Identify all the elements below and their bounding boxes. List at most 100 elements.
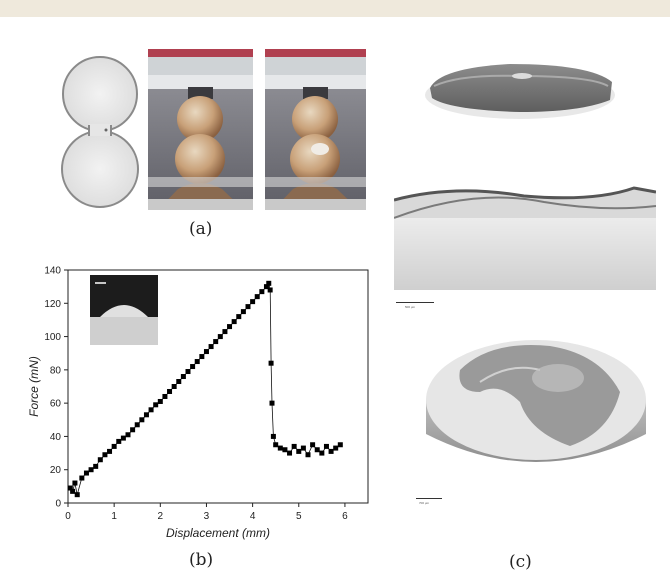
data-point <box>267 287 273 293</box>
data-point <box>171 384 177 389</box>
data-point <box>227 324 233 330</box>
data-point <box>236 314 242 320</box>
y-tick-label: 120 <box>44 299 61 310</box>
tomography-cross-section <box>394 186 656 290</box>
data-point <box>208 344 214 350</box>
data-point <box>125 432 131 438</box>
y-tick-label: 0 <box>55 499 61 510</box>
data-point <box>180 374 186 380</box>
plot-frame <box>67 269 369 504</box>
data-point <box>270 433 276 439</box>
data-point <box>130 427 136 433</box>
x-tick-label: 0 <box>65 511 71 522</box>
data-point <box>67 485 73 491</box>
data-point <box>116 438 122 444</box>
data-point <box>222 329 228 335</box>
data-point <box>250 299 256 305</box>
data-point <box>162 393 168 399</box>
scale-bar-top-label: 500 μm <box>405 305 416 309</box>
data-point <box>268 360 274 366</box>
tomography-3d-render-top <box>425 64 615 119</box>
y-tick-label: 20 <box>50 465 62 476</box>
data-point <box>72 480 78 486</box>
scale-bar-top <box>396 302 434 303</box>
scale-bar-bottom <box>416 498 442 499</box>
compression-photo-after <box>265 49 366 210</box>
data-point <box>190 364 196 370</box>
data-point <box>310 442 316 448</box>
data-point <box>287 450 293 456</box>
data-point <box>259 289 265 295</box>
data-point <box>139 417 145 423</box>
data-point <box>157 398 163 404</box>
data-point <box>74 492 80 498</box>
data-point <box>269 400 275 406</box>
header-bar <box>0 0 670 17</box>
data-point <box>254 294 260 300</box>
data-point <box>88 467 94 473</box>
data-point <box>120 435 126 441</box>
data-point <box>300 445 306 451</box>
tomography-3d-render-bottom <box>426 340 646 462</box>
data-point <box>148 407 154 413</box>
data-point <box>217 334 223 340</box>
y-tick-label: 60 <box>50 399 62 410</box>
inset-sample <box>90 317 158 345</box>
y-tick-label: 80 <box>50 365 62 376</box>
data-point <box>245 304 251 310</box>
data-point <box>337 442 343 448</box>
data-point <box>282 447 288 453</box>
panel-label-b: (b) <box>189 550 214 570</box>
data-point <box>83 470 89 476</box>
data-point <box>134 422 140 428</box>
y-tick-label: 40 <box>50 432 62 443</box>
data-point <box>240 309 246 315</box>
data-point <box>273 442 279 448</box>
data-point <box>296 448 302 454</box>
data-point <box>333 445 339 451</box>
data-point <box>263 284 269 290</box>
scale-bar-bottom-label: 700 μm <box>419 501 430 505</box>
data-point <box>167 388 173 394</box>
x-tick-label: 1 <box>111 511 117 522</box>
data-point <box>328 448 334 454</box>
data-point <box>319 450 325 456</box>
y-axis-label: Force (mN) <box>27 356 41 417</box>
inset-neck <box>100 305 148 317</box>
compression-photo-before <box>148 49 253 210</box>
data-point <box>231 319 237 325</box>
data-point <box>305 452 311 458</box>
data-point <box>314 447 320 453</box>
droplet-outline-image <box>61 56 139 208</box>
x-tick-label: 2 <box>158 511 164 522</box>
data-point <box>153 402 159 408</box>
data-point <box>194 359 200 365</box>
y-tick-label: 140 <box>44 266 61 277</box>
data-point <box>93 463 99 469</box>
x-tick-label: 5 <box>296 511 302 522</box>
data-point <box>70 488 76 494</box>
data-point <box>266 280 272 286</box>
data-point <box>185 369 191 375</box>
x-tick-label: 4 <box>250 511 256 522</box>
data-point <box>199 354 205 360</box>
panel-label-c: (c) <box>509 552 532 572</box>
panel-label-a: (a) <box>189 219 213 239</box>
y-tick-label: 100 <box>44 332 61 343</box>
data-point <box>213 339 219 345</box>
data-point <box>277 445 283 451</box>
data-point <box>176 379 182 385</box>
data-point <box>107 448 113 454</box>
x-tick-label: 3 <box>204 511 210 522</box>
data-point <box>143 412 149 418</box>
data-point <box>97 457 103 463</box>
data-point <box>79 475 85 481</box>
data-point <box>291 443 297 449</box>
x-axis-label: Displacement (mm) <box>166 526 270 540</box>
data-point <box>323 443 329 449</box>
data-point <box>111 443 117 449</box>
x-tick-label: 6 <box>342 511 348 522</box>
data-point <box>102 452 108 458</box>
data-point <box>203 349 209 355</box>
